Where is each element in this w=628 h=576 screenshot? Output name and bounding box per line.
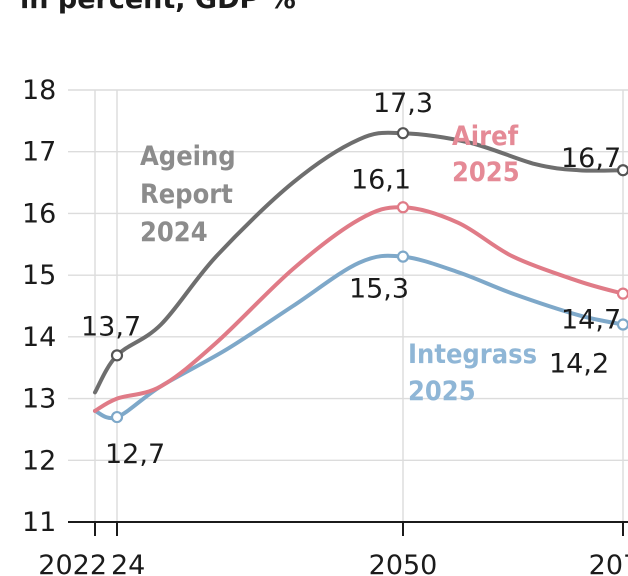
x-tick-label-2070: 2070: [589, 550, 628, 576]
series-label-1-line-0: Airef: [452, 121, 519, 152]
value-labels: 13,7 17,3 16,7 16,1 14,7 12,7 15,3 14,2: [81, 88, 621, 470]
series-label-0-line-0: Ageing: [140, 141, 236, 172]
series-label-2-line-1: 2025: [408, 376, 476, 407]
value-label-series-2-2: 14,2: [549, 349, 609, 380]
series-1-marker-0: [396, 201, 410, 214]
y-tick-label-13: 13: [22, 384, 56, 415]
series-2-marker-0: [110, 410, 124, 424]
y-tick-label-14: 14: [22, 322, 56, 353]
series-label-0-line-2: 2024: [140, 217, 208, 248]
series-line-2: [93, 253, 625, 421]
title-fragment-text: in percent, GDP %: [20, 0, 296, 15]
y-tick-label-15: 15: [22, 260, 56, 291]
series-0-marker-1: [396, 127, 410, 140]
value-label-series-2-0: 12,7: [105, 439, 165, 470]
x-tick-label-2050: 2050: [369, 550, 438, 576]
series-label-1-line-1: 2025: [452, 157, 520, 188]
series-label-0-line-1: Report: [140, 179, 233, 210]
series-labels: Ageing Report 2024 Airef 2025 Integrass 2025: [140, 121, 537, 407]
x-tick-label-24: 24: [111, 550, 145, 576]
value-label-series-0-0: 13,7: [81, 311, 141, 342]
title-fragment: in percent, GDP %: [20, 0, 296, 15]
value-label-series-0-2: 16,7: [561, 143, 621, 174]
y-tick-label-18: 18: [22, 75, 56, 106]
series-1-marker-1: [616, 287, 628, 300]
y-tick-label-12: 12: [22, 445, 56, 476]
series-markers: [110, 127, 628, 424]
series-label-2-line-0: Integrass: [408, 339, 537, 370]
value-label-series-2-1: 15,3: [349, 274, 409, 305]
series-line-1: [93, 205, 625, 413]
series-2-marker-2: [616, 318, 628, 331]
grid-lines: [68, 89, 628, 522]
series-2-marker-1: [396, 250, 410, 263]
series-line-0: [93, 130, 625, 395]
series-0-marker-0: [110, 349, 124, 362]
value-label-series-0-1: 17,3: [373, 88, 433, 119]
x-tick-label-2022: 2022: [38, 550, 107, 576]
series-lines: [93, 130, 625, 421]
value-label-series-1-1: 14,7: [561, 305, 621, 336]
y-axis: 11 12 13 14 15 16 17 18: [22, 75, 56, 538]
series-0-marker-2: [616, 164, 628, 177]
value-label-series-1-0: 16,1: [351, 164, 411, 195]
y-tick-label-17: 17: [22, 137, 56, 168]
y-tick-label-16: 16: [22, 198, 56, 229]
y-tick-label-11: 11: [22, 507, 56, 538]
